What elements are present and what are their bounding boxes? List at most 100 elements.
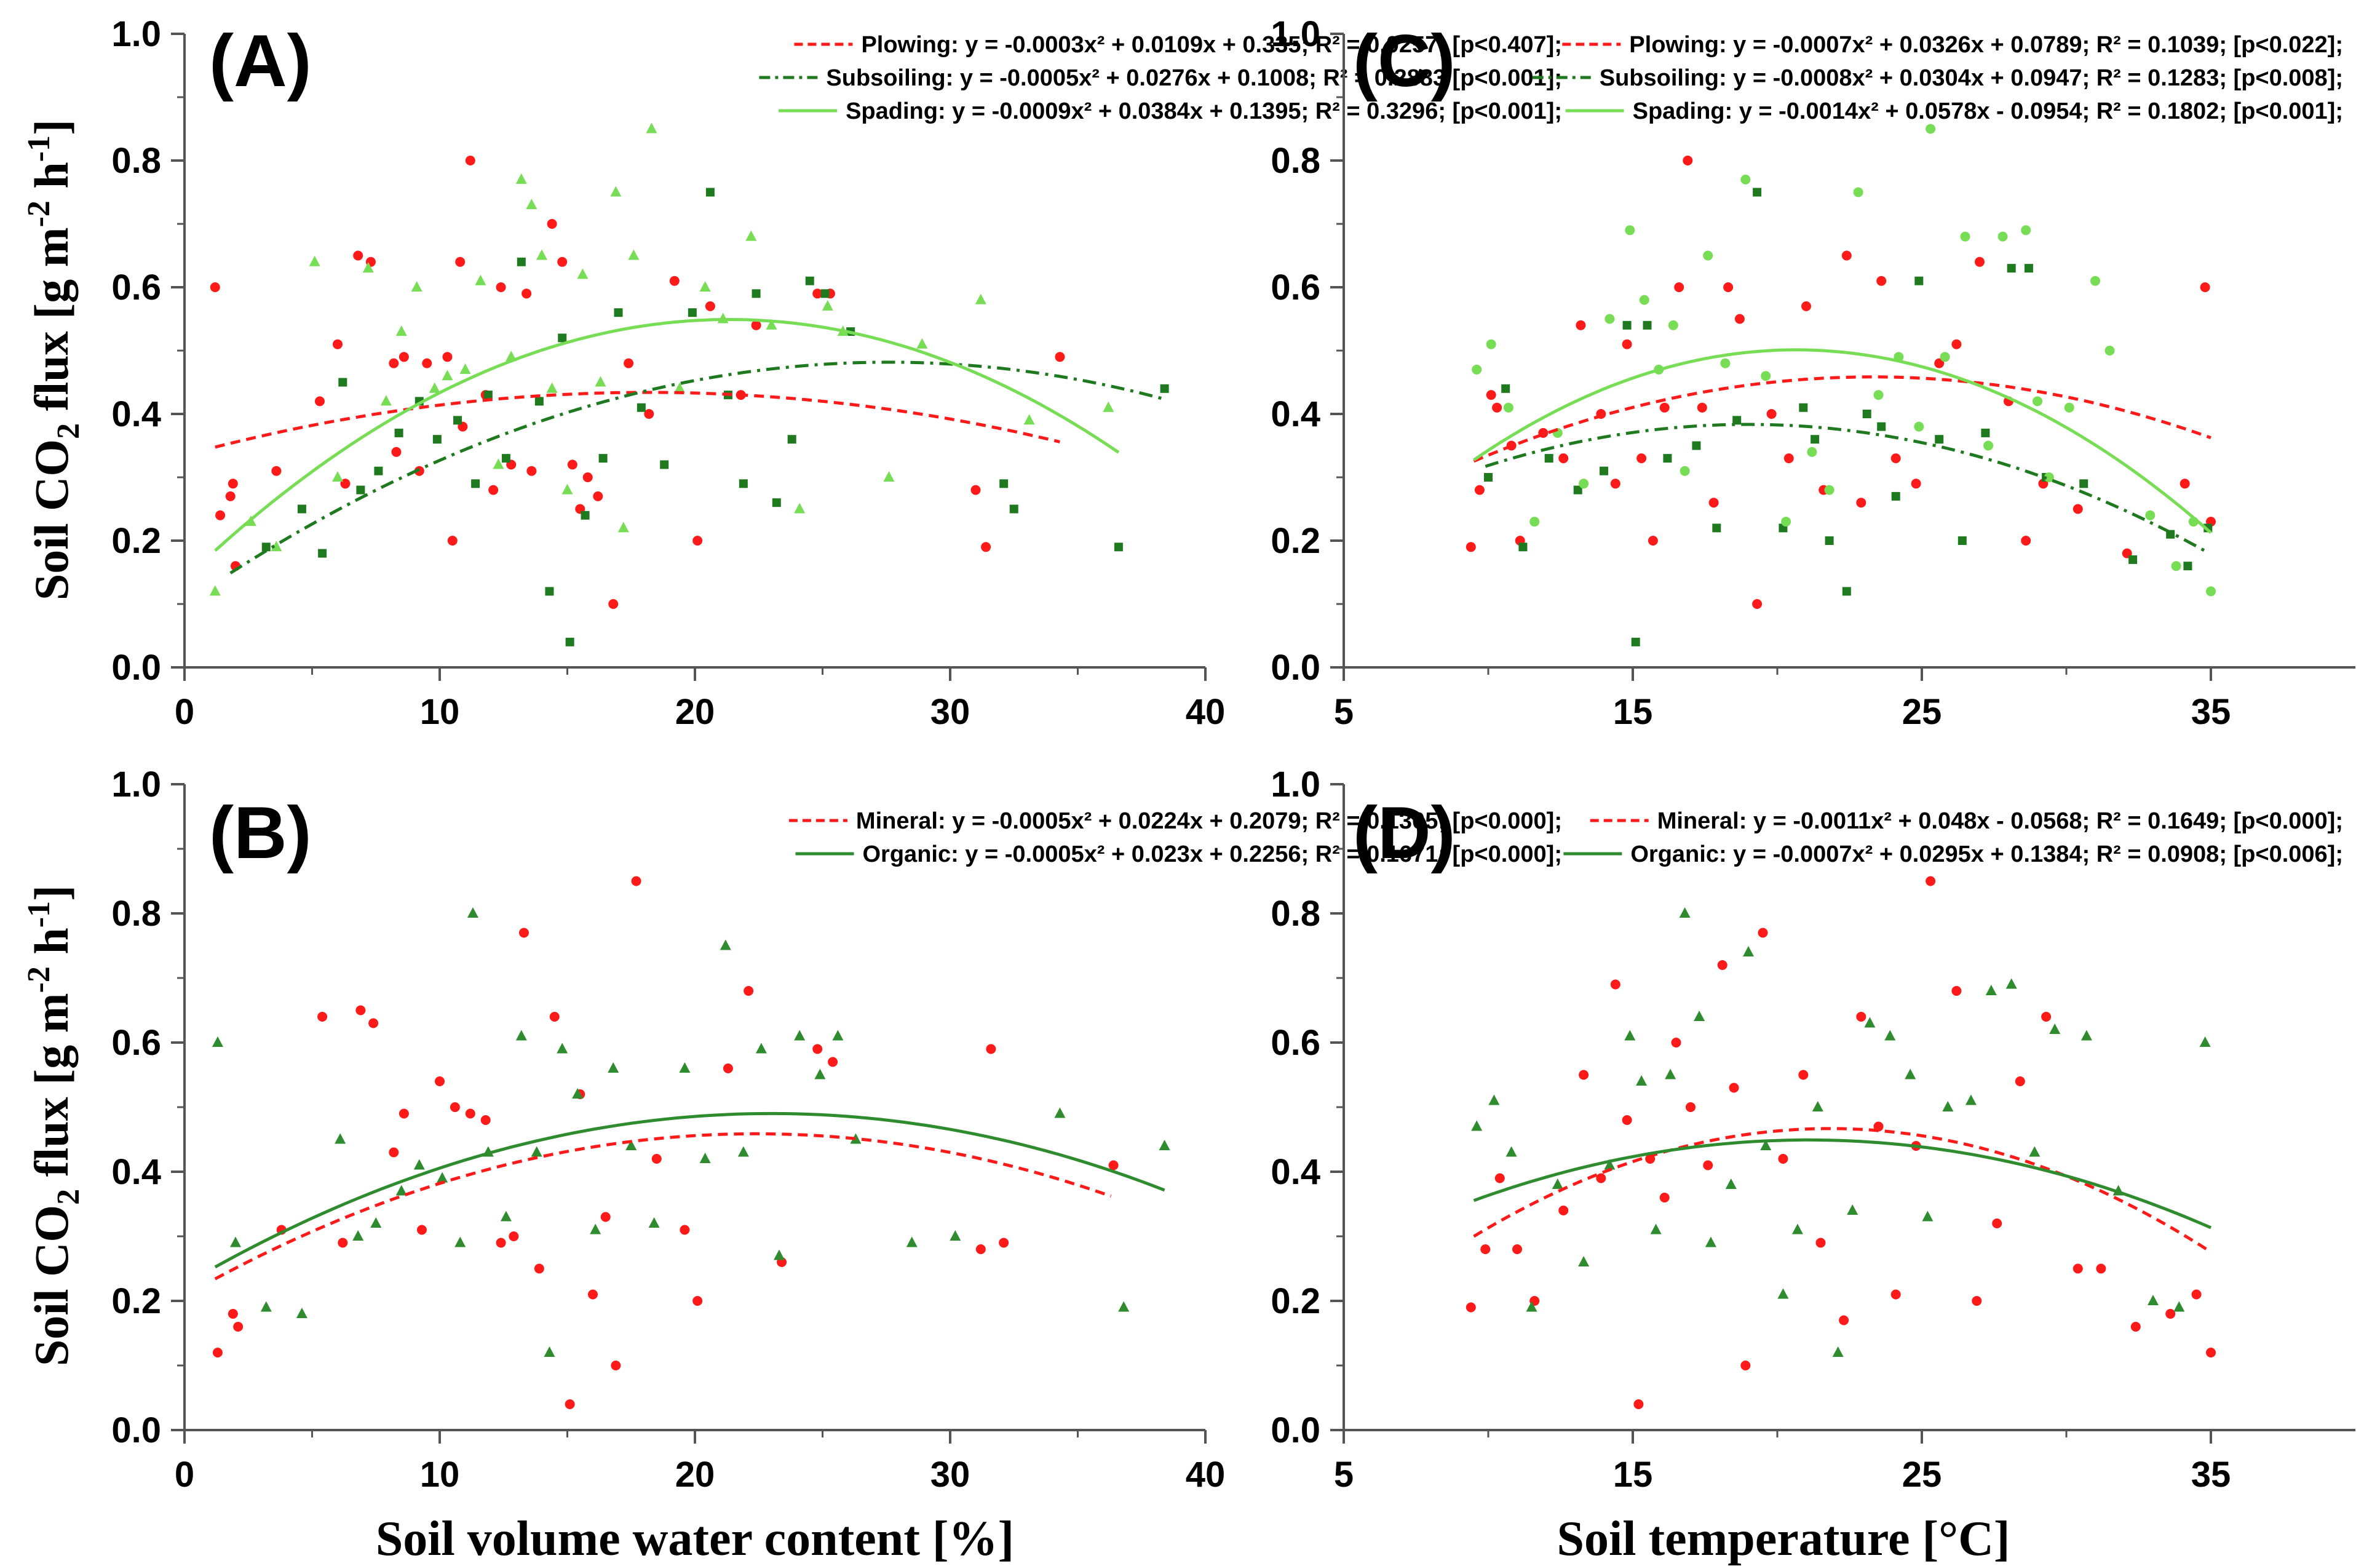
data-point-subsoiling [1799, 403, 1808, 412]
x-axis-label-water-content: Soil volume water content [%] [376, 1512, 1014, 1566]
fit-curve-plowing [1473, 375, 2211, 463]
data-point-mineral [1558, 1206, 1569, 1215]
data-point-plowing [447, 536, 458, 546]
data-point-plowing [1975, 256, 1985, 267]
data-point-subsoiling [1114, 543, 1123, 552]
data-point-mineral [399, 1108, 409, 1119]
data-point-spading [1781, 517, 1791, 527]
data-point-mineral [588, 1289, 598, 1300]
data-point-plowing [981, 542, 991, 552]
data-point-spading [2104, 346, 2115, 356]
data-point-spading [1503, 402, 1513, 413]
data-point-subsoiling [534, 397, 544, 406]
data-point-mineral [1729, 1083, 1739, 1093]
data-point-plowing [1801, 301, 1811, 311]
fit-curve-spading [214, 318, 1120, 552]
data-point-organic [1604, 1159, 1616, 1170]
data-point-subsoiling [1643, 320, 1652, 330]
data-point-organic [2049, 1023, 2061, 1034]
data-point-spading [271, 541, 282, 552]
data-point-mineral [1758, 928, 1768, 938]
x-tick-label: 15 [1613, 1455, 1653, 1495]
data-point-organic [557, 1043, 568, 1054]
data-point-mineral [1596, 1173, 1606, 1183]
data-point-organic [454, 1236, 466, 1247]
data-point-organic [773, 1249, 785, 1260]
data-point-organic [2148, 1295, 2159, 1305]
data-point-mineral [651, 1154, 662, 1164]
data-point-mineral [2073, 1263, 2083, 1274]
data-point-mineral [2165, 1309, 2176, 1319]
data-point-organic [648, 1217, 660, 1228]
y-tick-label: 0.2 [1271, 521, 1320, 561]
data-point-subsoiling [1825, 536, 1834, 545]
data-point-subsoiling [2007, 264, 2016, 273]
data-point-mineral [338, 1238, 348, 1248]
data-point-spading [1761, 371, 1771, 381]
data-point-spading [1997, 231, 2008, 242]
data-point-subsoiling [2183, 562, 2192, 571]
chart-panel-c: 5 15 25 35 0.0 0.2 0.4 0.6 0.8 1.0 (C) Plowing: y =… [1271, 14, 2355, 732]
data-point-spading [1983, 440, 1994, 451]
data-point-spading [1023, 414, 1035, 425]
data-point-mineral [1622, 1115, 1632, 1125]
data-point-spading [2044, 472, 2054, 482]
data-point-organic [212, 1036, 223, 1047]
legend-entry-plowing: Plowing: y = -0.0007x² + 0.0326x + 0.078… [1629, 32, 2343, 58]
y-tick-label: 0.0 [111, 648, 161, 688]
data-point-subsoiling [394, 428, 403, 437]
data-point-organic [1159, 1140, 1170, 1150]
x-tick-label: 0 [175, 692, 194, 732]
data-point-spading [1914, 421, 1924, 432]
data-point-mineral [1512, 1244, 1522, 1254]
data-point-plowing [1766, 409, 1777, 419]
data-point-subsoiling [1622, 320, 1632, 330]
data-point-subsoiling [1544, 454, 1553, 463]
data-point-spading [395, 325, 407, 336]
data-point-mineral [1494, 1173, 1505, 1183]
data-point-mineral [2015, 1076, 2025, 1086]
data-point-spading [546, 382, 558, 393]
data-point-plowing [1558, 453, 1569, 464]
data-point-plowing [547, 219, 557, 229]
x-tick-label: 20 [675, 692, 715, 732]
data-point-subsoiling [1935, 435, 1944, 444]
data-point-mineral [1992, 1218, 2002, 1228]
y-tick-label: 0.8 [1271, 894, 1320, 934]
data-point-mineral [600, 1212, 611, 1222]
data-point-organic [335, 1133, 346, 1144]
data-point-plowing [1659, 402, 1670, 413]
x-tick-label: 30 [930, 1455, 970, 1495]
data-point-mineral [1926, 876, 1936, 886]
y-tick-label: 1.0 [111, 765, 161, 805]
data-point-mineral [1798, 1070, 1809, 1080]
data-point-subsoiling [999, 479, 1009, 488]
data-point-spading [380, 395, 392, 406]
data-point-organic [437, 1172, 448, 1183]
data-point-plowing [442, 352, 453, 362]
data-point-organic [1505, 1146, 1517, 1157]
data-point-mineral [1856, 1012, 1866, 1022]
y-tick-label: 0.2 [111, 521, 161, 561]
data-point-spading [493, 458, 504, 469]
data-point-plowing [1683, 156, 1693, 165]
data-point-organic [1552, 1178, 1563, 1189]
data-point-plowing [692, 536, 703, 546]
data-point-subsoiling [297, 504, 306, 514]
data-point-organic [906, 1236, 918, 1247]
data-point-mineral [1839, 1315, 1849, 1326]
data-point-spading [745, 230, 757, 241]
data-point-mineral [723, 1063, 733, 1073]
data-point-spading [309, 255, 320, 266]
data-point-organic [1471, 1120, 1483, 1131]
data-point-organic [500, 1210, 512, 1222]
x-tick-label: 10 [420, 692, 460, 732]
data-point-spading [1680, 466, 1690, 476]
data-point-organic [814, 1068, 826, 1079]
data-point-subsoiling [1981, 428, 1990, 437]
data-point-organic [1705, 1236, 1716, 1247]
x-tick-label: 5 [1334, 1455, 1354, 1495]
data-point-organic [608, 1062, 619, 1073]
x-tick-label: 25 [1902, 692, 1942, 732]
data-point-mineral [212, 1348, 223, 1357]
